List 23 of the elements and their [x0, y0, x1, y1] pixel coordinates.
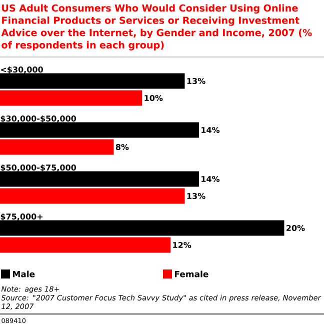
bar [0, 73, 185, 89]
data-label: 14% [202, 126, 220, 134]
bar [0, 139, 114, 155]
bar [0, 237, 171, 253]
data-label: 20% [286, 224, 305, 232]
data-label: 10% [144, 94, 163, 102]
data-label: 12% [173, 242, 192, 248]
chart-title: US Adult Consumers Who Would Consider Using Online Financial Products or Services or Receiving Investment Advice over the Internet, by Gender and Income, 2007 (% of respondents in each group) [1, 4, 312, 50]
data-label: 8% [116, 144, 129, 150]
y-tick-label: $75,000+ [0, 213, 43, 221]
legend-label: Male [12, 270, 35, 278]
bar [0, 122, 199, 138]
bar [0, 90, 142, 106]
data-label: 13% [187, 78, 206, 84]
y-tick-label: $30,000-$50,000 [0, 115, 76, 123]
legend-label: Female [174, 270, 208, 278]
bar [0, 220, 284, 236]
data-label: 14% [202, 176, 220, 182]
bar [0, 171, 199, 187]
data-label: 13% [187, 192, 206, 200]
bar [0, 188, 185, 204]
y-tick-label: <$30,000 [1, 66, 43, 74]
y-tick-label: $50,000-$75,000 [0, 164, 76, 172]
